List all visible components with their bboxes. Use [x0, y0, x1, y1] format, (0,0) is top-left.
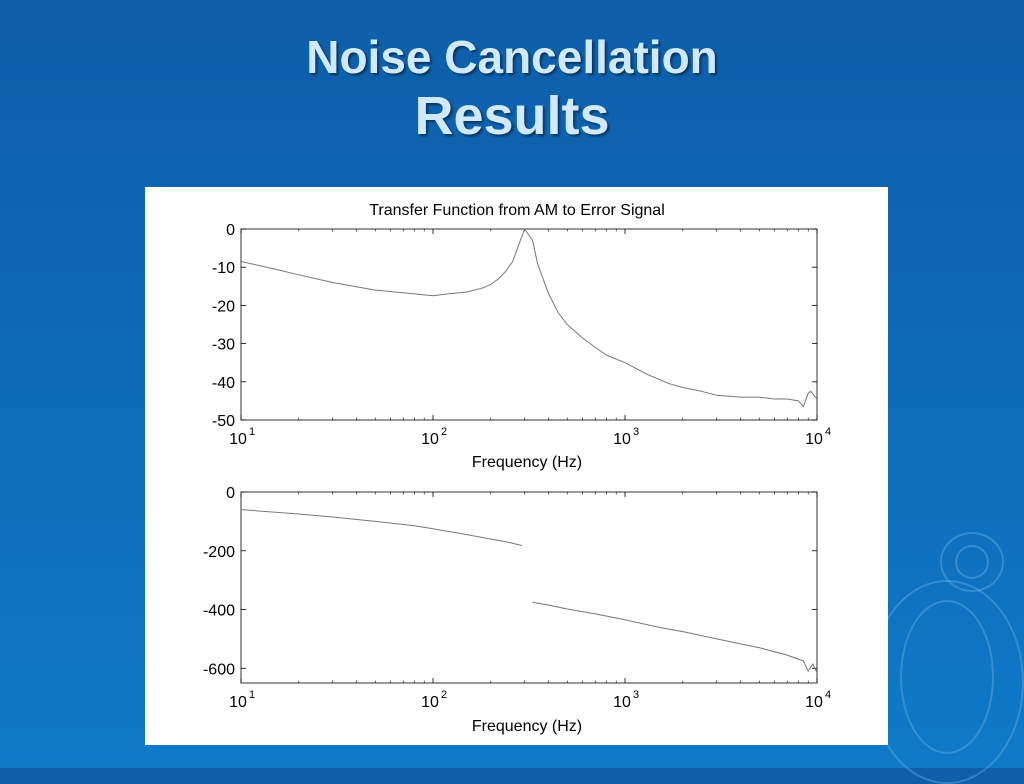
- series-line-bottom: [240, 509, 522, 546]
- chart-title: Transfer Function from AM to Error Signa…: [369, 202, 665, 219]
- x-axis-label-top: Frequency (Hz): [472, 454, 582, 471]
- x-tick-exponent: 4: [825, 426, 831, 438]
- x-tick-label: 10: [805, 431, 823, 448]
- slide-title-line1: Noise Cancellation: [306, 31, 718, 83]
- axes-frame-bottom: [240, 491, 818, 684]
- x-tick-label: 10: [229, 694, 247, 711]
- x-tick-label: 10: [613, 694, 631, 711]
- x-tick-exponent: 2: [441, 426, 447, 438]
- x-tick-exponent: 3: [633, 426, 639, 438]
- y-tick-label: -10: [212, 260, 235, 277]
- x-tick-label: 10: [805, 694, 823, 711]
- y-tick-label: -400: [203, 603, 235, 620]
- figure-svg: Transfer Function from AM to Error Signa…: [203, 202, 831, 735]
- x-axis-label-bottom: Frequency (Hz): [472, 718, 582, 735]
- x-tick-label: 10: [613, 431, 631, 448]
- x-tick-label: 10: [421, 694, 439, 711]
- series-line-bottom: [532, 601, 818, 673]
- x-tick-exponent: 3: [633, 689, 639, 701]
- plot-top: 10 1 10 2 10 3 10 40-10-20-30-40-50: [212, 222, 831, 448]
- x-tick-exponent: 1: [249, 426, 255, 438]
- y-tick-label: -50: [212, 413, 235, 430]
- axes-frame-top: [240, 228, 818, 421]
- x-tick-label: 10: [421, 431, 439, 448]
- series-line-top: [240, 228, 818, 408]
- y-tick-label: -20: [212, 298, 235, 315]
- slide-title-line2: Results: [414, 86, 610, 146]
- x-tick-exponent: 1: [249, 689, 255, 701]
- y-tick-label: -30: [212, 337, 235, 354]
- y-tick-label: 0: [226, 222, 235, 239]
- slide-title: Noise Cancellation Results: [0, 28, 1024, 146]
- plot-bottom: 10 1 10 2 10 3 10 40-200-400-600: [203, 485, 831, 711]
- x-tick-exponent: 4: [825, 689, 831, 701]
- y-tick-label: -40: [212, 375, 235, 392]
- ripple-decoration: [870, 580, 1024, 784]
- figure-panel: Transfer Function from AM to Error Signa…: [145, 187, 888, 745]
- y-tick-label: 0: [226, 485, 235, 502]
- y-tick-label: -200: [203, 544, 235, 561]
- y-tick-label: -600: [203, 661, 235, 678]
- x-tick-label: 10: [229, 431, 247, 448]
- x-tick-exponent: 2: [441, 689, 447, 701]
